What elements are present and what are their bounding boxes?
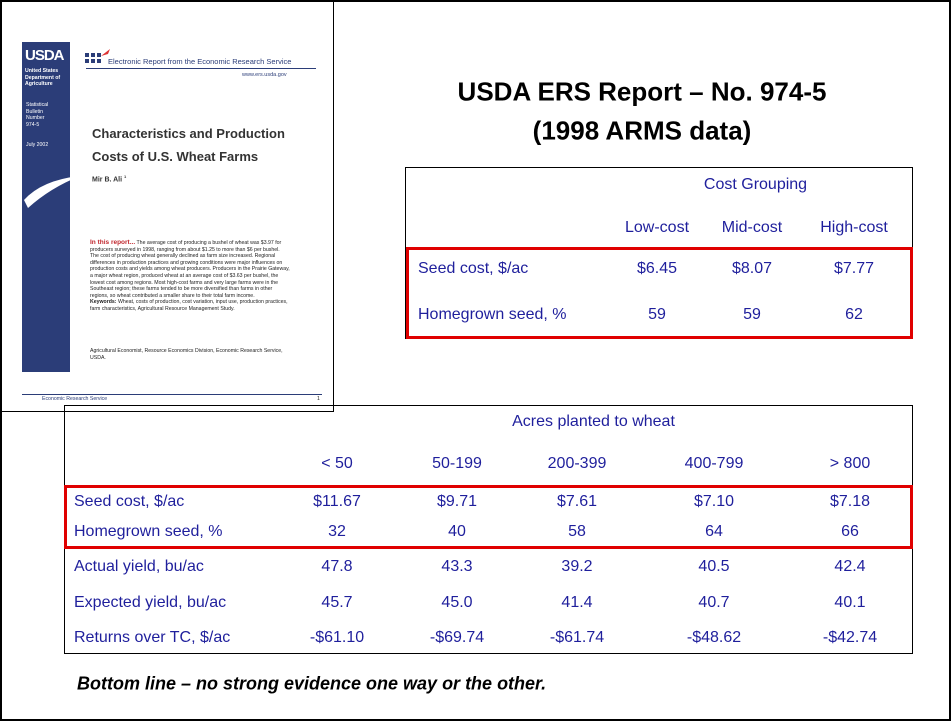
table-cell: 42.4 <box>834 558 865 576</box>
summary-lead: In this report... <box>90 239 135 246</box>
table-cell: 47.8 <box>321 558 352 576</box>
table-cell: 40.5 <box>698 558 729 576</box>
cover-swoosh <box>22 152 82 212</box>
cover-website: www.ers.usda.gov <box>242 72 287 78</box>
cover-author: Mir B. Ali 1 <box>92 174 126 183</box>
table-cell: 45.7 <box>321 594 352 612</box>
footer-rule <box>22 394 322 395</box>
cover-banner: Electronic Report from the Economic Rese… <box>108 57 291 66</box>
report-cover: USDA United States Department of Agricul… <box>2 2 334 412</box>
author-name: Mir B. Ali <box>92 176 122 183</box>
cover-footer: Economic Research Service <box>42 396 107 403</box>
keywords-label: Keywords: <box>90 299 117 305</box>
column-header: Low-cost <box>625 219 689 237</box>
column-header: 200-399 <box>548 455 607 473</box>
table-cell: -$61.74 <box>550 629 604 647</box>
group-header: Acres planted to wheat <box>512 413 675 431</box>
cover-footnote: Agricultural Economist, Resource Economi… <box>90 348 290 361</box>
table-cell: -$48.62 <box>687 629 741 647</box>
highlight-box <box>406 247 913 339</box>
column-header: > 800 <box>830 455 870 473</box>
column-header: Mid-cost <box>722 219 782 237</box>
slide-title-line: (1998 ARMS data) <box>533 116 752 147</box>
author-note-mark: 1 <box>124 174 126 179</box>
agency-logo: USDA <box>25 47 64 64</box>
table-cell: 43.3 <box>441 558 472 576</box>
table-cell: -$61.10 <box>310 629 364 647</box>
cover-date: July 2002 <box>26 142 56 149</box>
column-header: < 50 <box>321 455 353 473</box>
table-cell: 39.2 <box>561 558 592 576</box>
table-cell: 40.1 <box>834 594 865 612</box>
column-header: 400-799 <box>685 455 744 473</box>
agency-name: United States Department of Agriculture <box>25 68 67 88</box>
slide: USDA United States Department of Agricul… <box>0 0 951 721</box>
table-cell: -$69.74 <box>430 629 484 647</box>
series-info: Statistical Bulletin Number 974-5 <box>26 102 56 128</box>
row-label: Expected yield, bu/ac <box>74 594 226 612</box>
group-header: Cost Grouping <box>704 176 807 194</box>
cover-title: Characteristics and Production Costs of … <box>92 122 302 168</box>
slide-title-line: USDA ERS Report – No. 974-5 <box>458 77 827 108</box>
table-cell: 40.7 <box>698 594 729 612</box>
table-cell: 41.4 <box>561 594 592 612</box>
row-label: Returns over TC, $/ac <box>74 629 230 647</box>
bottom-line: Bottom line – no strong evidence one way… <box>77 674 546 695</box>
cover-page-number: 1 <box>317 396 320 403</box>
summary-text: The average cost of producing a bushel o… <box>90 240 290 299</box>
cover-summary: In this report... The average cost of pr… <box>90 240 290 313</box>
cover-rule <box>86 68 316 69</box>
table-cell: 45.0 <box>441 594 472 612</box>
row-label: Actual yield, bu/ac <box>74 558 204 576</box>
column-header: High-cost <box>820 219 888 237</box>
highlight-box <box>64 485 913 549</box>
column-header: 50-199 <box>432 455 482 473</box>
table-cell: -$42.74 <box>823 629 877 647</box>
keywords: Wheat, costs of production, cost variati… <box>90 299 288 312</box>
